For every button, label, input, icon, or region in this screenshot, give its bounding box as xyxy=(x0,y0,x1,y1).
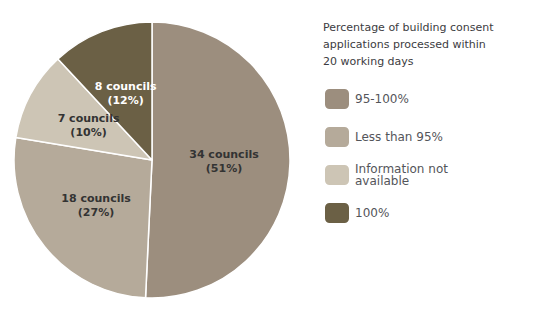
svg-text:(27%): (27%) xyxy=(78,206,114,219)
svg-text:Information not: Information not xyxy=(355,162,448,176)
svg-text:(51%): (51%) xyxy=(206,162,242,175)
svg-text:95-100%: 95-100% xyxy=(355,92,409,106)
svg-text:34 councils: 34 councils xyxy=(189,148,259,161)
svg-text:Percentage of building consent: Percentage of building consent xyxy=(323,21,494,34)
svg-text:(12%): (12%) xyxy=(107,94,143,107)
svg-text:100%: 100% xyxy=(355,206,389,220)
svg-text:7 councils: 7 councils xyxy=(58,112,120,125)
svg-text:Less than 95%: Less than 95% xyxy=(355,130,443,144)
svg-text:available: available xyxy=(355,174,409,188)
svg-text:8 councils: 8 councils xyxy=(95,80,157,93)
svg-text:applications processed within: applications processed within xyxy=(323,38,486,51)
svg-text:20 working days: 20 working days xyxy=(323,55,414,68)
svg-text:(10%): (10%) xyxy=(70,126,106,139)
svg-text:18 councils: 18 councils xyxy=(61,192,131,205)
